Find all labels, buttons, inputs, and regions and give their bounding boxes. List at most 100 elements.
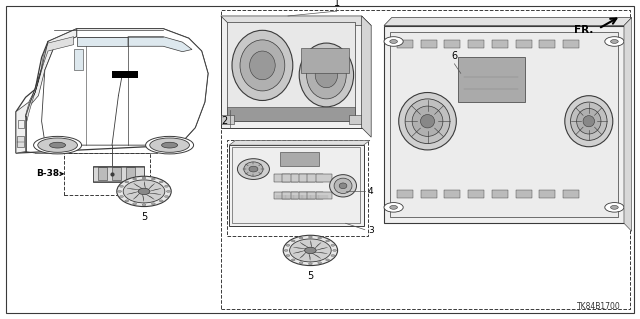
Text: 3: 3 <box>368 226 374 235</box>
Circle shape <box>326 240 330 242</box>
Polygon shape <box>458 57 525 102</box>
Circle shape <box>384 37 403 46</box>
Ellipse shape <box>420 115 435 128</box>
Ellipse shape <box>577 108 601 134</box>
Polygon shape <box>301 48 349 73</box>
Circle shape <box>299 262 303 264</box>
Circle shape <box>286 255 290 256</box>
Polygon shape <box>492 40 508 48</box>
Polygon shape <box>384 18 632 26</box>
Circle shape <box>125 181 129 183</box>
Circle shape <box>118 190 122 192</box>
Ellipse shape <box>307 51 346 99</box>
Ellipse shape <box>305 247 316 254</box>
Polygon shape <box>300 242 309 248</box>
Circle shape <box>284 249 288 251</box>
Polygon shape <box>291 192 307 199</box>
Polygon shape <box>282 174 298 182</box>
Polygon shape <box>227 22 355 121</box>
Circle shape <box>152 203 156 205</box>
Polygon shape <box>145 194 154 199</box>
Circle shape <box>611 205 618 209</box>
Polygon shape <box>314 242 321 249</box>
Polygon shape <box>148 183 155 190</box>
Polygon shape <box>624 18 632 231</box>
Polygon shape <box>112 167 121 180</box>
Polygon shape <box>149 189 161 191</box>
Text: 5: 5 <box>141 212 147 222</box>
Polygon shape <box>227 107 355 121</box>
Circle shape <box>142 204 146 206</box>
Circle shape <box>331 255 335 256</box>
Polygon shape <box>26 37 74 121</box>
Ellipse shape <box>138 188 150 195</box>
Circle shape <box>159 181 163 183</box>
Polygon shape <box>221 16 371 26</box>
Polygon shape <box>280 152 319 166</box>
Polygon shape <box>74 49 83 70</box>
Polygon shape <box>77 37 128 46</box>
Ellipse shape <box>283 235 338 265</box>
Polygon shape <box>492 190 508 198</box>
Polygon shape <box>144 182 145 189</box>
Polygon shape <box>316 174 332 182</box>
Polygon shape <box>127 191 139 194</box>
Circle shape <box>390 205 397 209</box>
Circle shape <box>390 40 397 43</box>
Polygon shape <box>126 167 135 180</box>
Bar <box>112 71 138 78</box>
Text: 2: 2 <box>221 116 227 126</box>
Polygon shape <box>397 40 413 48</box>
Ellipse shape <box>244 162 263 176</box>
Circle shape <box>132 203 136 205</box>
Circle shape <box>605 37 624 46</box>
Circle shape <box>164 185 168 187</box>
Polygon shape <box>516 190 532 198</box>
Polygon shape <box>299 174 315 182</box>
Polygon shape <box>468 40 484 48</box>
Polygon shape <box>397 190 413 198</box>
Polygon shape <box>516 40 532 48</box>
Polygon shape <box>143 194 144 201</box>
Ellipse shape <box>162 142 178 148</box>
Ellipse shape <box>232 30 292 100</box>
Polygon shape <box>316 192 332 199</box>
Circle shape <box>384 203 403 212</box>
Polygon shape <box>128 37 192 52</box>
Ellipse shape <box>339 183 347 189</box>
Polygon shape <box>16 29 208 153</box>
Ellipse shape <box>150 138 189 152</box>
Polygon shape <box>229 140 370 145</box>
Polygon shape <box>563 190 579 198</box>
Circle shape <box>291 259 295 261</box>
Polygon shape <box>134 183 143 189</box>
Circle shape <box>120 196 124 197</box>
Circle shape <box>308 263 312 265</box>
Polygon shape <box>384 26 624 223</box>
Ellipse shape <box>33 136 82 154</box>
Circle shape <box>611 40 618 43</box>
Polygon shape <box>16 29 77 153</box>
Circle shape <box>164 196 168 197</box>
Ellipse shape <box>564 96 613 147</box>
Circle shape <box>152 178 156 180</box>
Circle shape <box>159 200 163 202</box>
Circle shape <box>125 200 129 202</box>
Polygon shape <box>274 192 290 199</box>
Polygon shape <box>229 145 364 226</box>
Polygon shape <box>349 115 362 124</box>
Polygon shape <box>444 190 460 198</box>
Polygon shape <box>98 167 107 180</box>
Polygon shape <box>309 253 310 260</box>
Polygon shape <box>133 193 140 199</box>
Polygon shape <box>316 248 328 250</box>
Text: FR.: FR. <box>574 25 593 35</box>
Polygon shape <box>42 29 208 145</box>
Text: B-38: B-38 <box>36 169 60 178</box>
Ellipse shape <box>571 102 607 140</box>
Ellipse shape <box>412 106 443 137</box>
Circle shape <box>308 236 312 238</box>
Circle shape <box>142 177 146 179</box>
Circle shape <box>286 244 290 246</box>
Polygon shape <box>221 16 362 128</box>
